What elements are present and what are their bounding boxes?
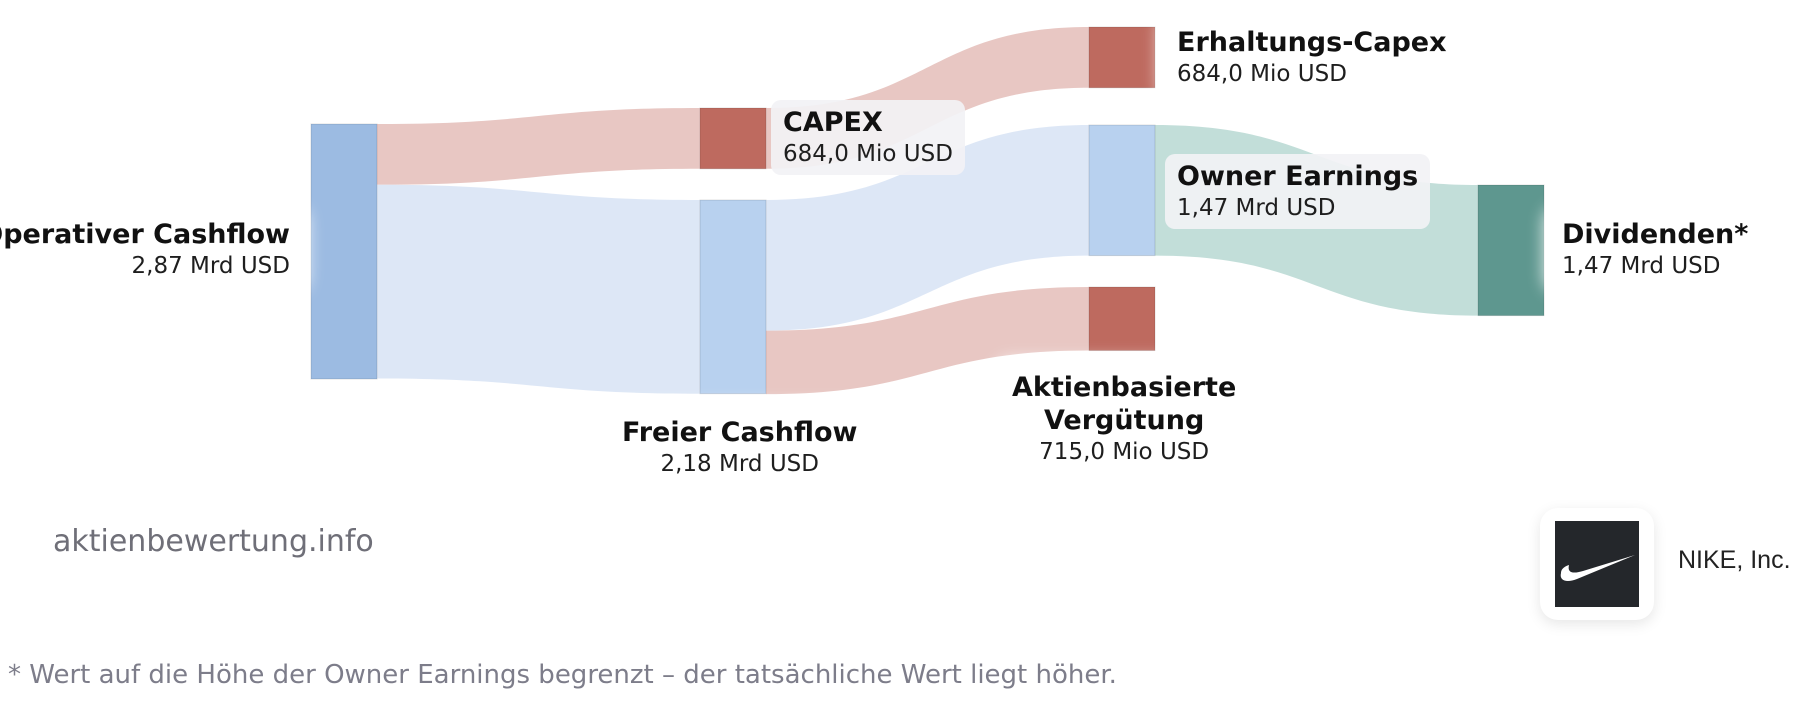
watermark-text: aktienbewertung.info bbox=[53, 524, 374, 559]
node-op[interactable] bbox=[310, 123, 378, 380]
node-value: 1,47 Mrd USD bbox=[1177, 195, 1336, 221]
node-div[interactable] bbox=[1477, 184, 1545, 317]
node-label-erhaltungs-capex: Erhaltungs-Capex 684,0 Mio USD bbox=[1165, 20, 1459, 95]
node-label-owner-earnings: Owner Earnings 1,47 Mrd USD bbox=[1165, 154, 1431, 229]
node-value: 684,0 Mio USD bbox=[783, 141, 953, 167]
node-akt[interactable] bbox=[1088, 286, 1156, 352]
nike-swoosh-icon bbox=[1555, 521, 1639, 607]
node-title-line-1: Aktienbasierte bbox=[1012, 372, 1237, 403]
link-op-fcf bbox=[377, 184, 700, 394]
node-title: Erhaltungs-Capex bbox=[1177, 27, 1447, 58]
link-fcf-akt bbox=[766, 287, 1089, 395]
footnote: * Wert auf die Höhe der Owner Earnings b… bbox=[8, 660, 1117, 690]
node-label-capex: CAPEX 684,0 Mio USD bbox=[771, 100, 965, 175]
node-value: 1,47 Mrd USD bbox=[1562, 253, 1721, 279]
node-title: Operativer Cashflow bbox=[0, 219, 290, 250]
node-value: 715,0 Mio USD bbox=[1039, 439, 1210, 465]
node-title: Freier Cashflow bbox=[622, 417, 858, 448]
node-label-aktienbasierte-verguetung: Aktienbasierte Vergütung 715,0 Mio USD bbox=[1000, 365, 1249, 473]
link-op-capex bbox=[377, 108, 700, 185]
company-logo-card bbox=[1540, 508, 1654, 620]
node-title: CAPEX bbox=[783, 107, 883, 138]
node-erh[interactable] bbox=[1088, 26, 1156, 89]
node-own[interactable] bbox=[1088, 124, 1156, 257]
node-label-freier-cashflow: Freier Cashflow 2,18 Mrd USD bbox=[610, 410, 870, 485]
node-fcf[interactable] bbox=[699, 199, 767, 395]
node-label-dividenden: Dividenden* 1,47 Mrd USD bbox=[1550, 212, 1761, 287]
node-title-line-2: Vergütung bbox=[1044, 405, 1205, 436]
node-label-operativer-cashflow: Operativer Cashflow 2,87 Mrd USD bbox=[0, 212, 302, 287]
node-capex[interactable] bbox=[699, 107, 767, 170]
node-title: Owner Earnings bbox=[1177, 161, 1419, 192]
company-name: NIKE, Inc. bbox=[1678, 546, 1791, 574]
link-fcf-own bbox=[766, 125, 1089, 331]
node-value: 2,87 Mrd USD bbox=[131, 253, 290, 279]
node-title: Dividenden* bbox=[1562, 219, 1749, 250]
node-value: 2,18 Mrd USD bbox=[660, 451, 819, 477]
node-value: 684,0 Mio USD bbox=[1177, 61, 1347, 87]
